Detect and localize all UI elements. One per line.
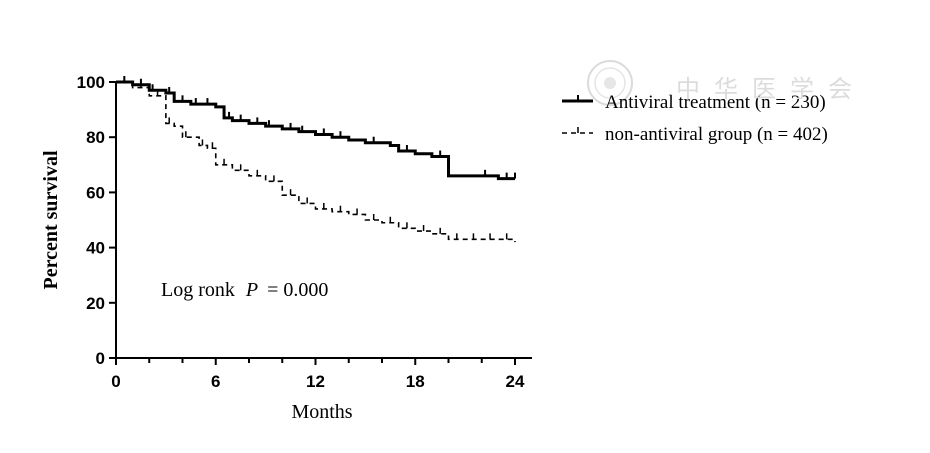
watermark-seal [587, 60, 633, 106]
y-tick-label: 20 [86, 294, 105, 313]
x-tick-label: 0 [111, 372, 120, 391]
y-tick-label: 40 [86, 239, 105, 258]
x-tick-label: 12 [306, 372, 325, 391]
y-ticks: 0 20 40 60 80 100 [77, 73, 116, 368]
p-value: = 0.000 [267, 279, 328, 301]
p-symbol: P [245, 279, 258, 301]
logrank-annotation: Log ronk P = 0.000 [161, 279, 328, 301]
y-tick-label: 60 [86, 183, 105, 202]
series-line-nonantiviral [116, 81, 516, 243]
series-layer [116, 76, 516, 243]
y-tick-label: 80 [86, 128, 105, 147]
x-tick-label: 24 [506, 372, 525, 391]
series-line-antiviral [116, 80, 515, 181]
x-ticks: 0 6 12 18 24 [111, 358, 525, 391]
legend-label-nonantiviral: non-antiviral group (n = 402) [605, 124, 828, 145]
x-tick-label: 18 [406, 372, 425, 391]
watermark-text: 中华医学会 [676, 75, 866, 103]
logrank-prefix: Log ronk [161, 279, 235, 301]
legend: Antiviral treatment (n = 230) non-antivi… [562, 92, 828, 145]
x-axis-title: Months [291, 401, 352, 423]
x-tick-label: 6 [211, 372, 220, 391]
axes: 0 6 12 18 24 0 20 40 60 80 100 [77, 73, 532, 391]
legend-label-antiviral: Antiviral treatment (n = 230) [605, 92, 826, 113]
y-axis-title: Percent survival [40, 150, 62, 289]
y-tick-label: 100 [77, 73, 105, 92]
y-tick-label: 0 [96, 349, 105, 368]
